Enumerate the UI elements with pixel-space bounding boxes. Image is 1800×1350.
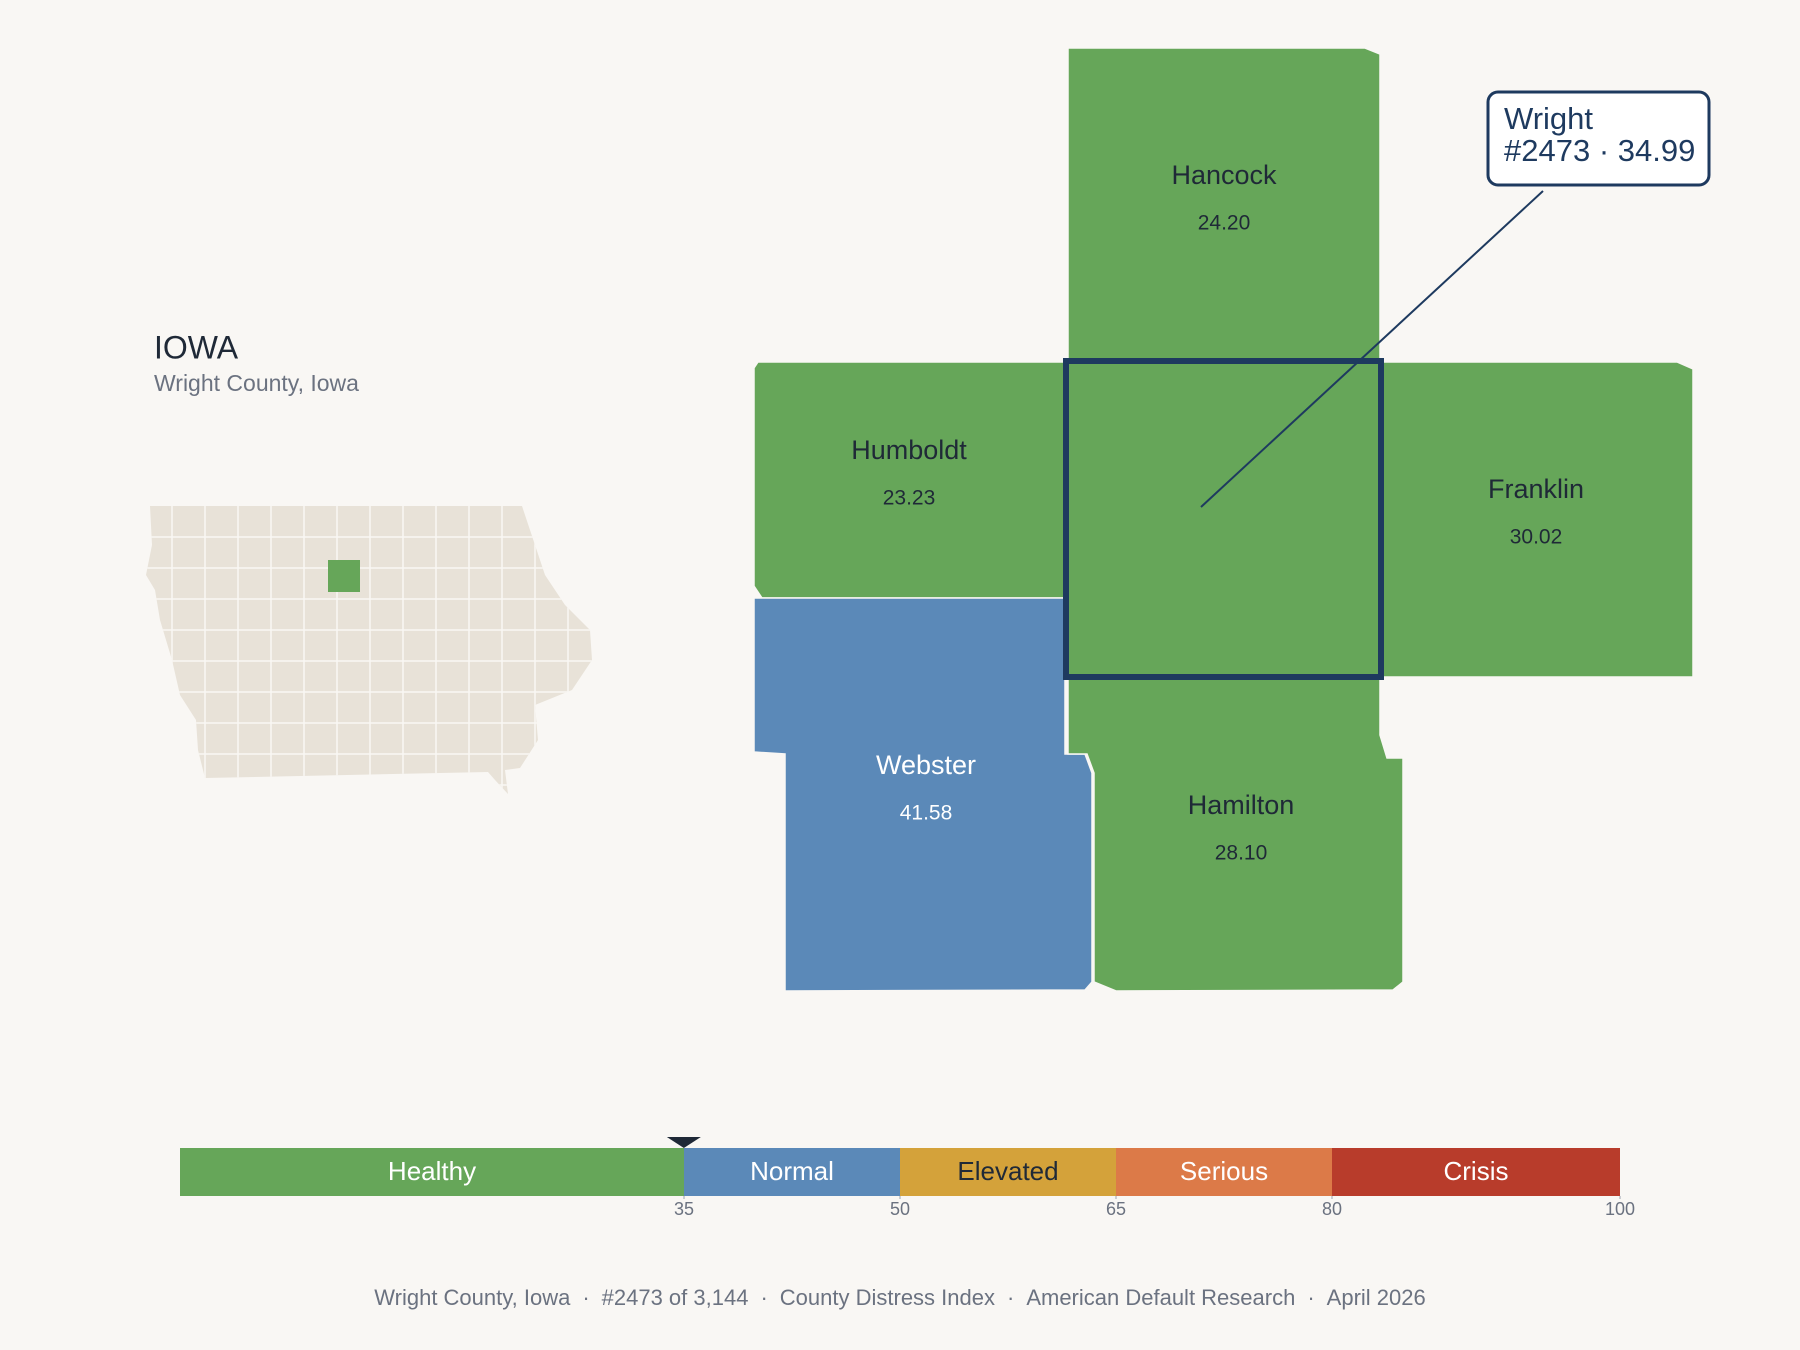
scale-label: Elevated bbox=[957, 1156, 1058, 1186]
footer-separator: · bbox=[1006, 1285, 1015, 1310]
callout-box bbox=[1486, 90, 1711, 187]
scale-segment bbox=[684, 1148, 900, 1196]
tick-label: 80 bbox=[1322, 1199, 1342, 1219]
county bbox=[1380, 361, 1694, 678]
county-value: 41.58 bbox=[900, 802, 953, 825]
county bbox=[753, 361, 1066, 599]
footer-item: Wright County, Iowa bbox=[374, 1285, 571, 1310]
county-name: Humboldt bbox=[851, 435, 967, 465]
scale-segment bbox=[180, 1148, 684, 1196]
scale-segment bbox=[900, 1148, 1116, 1196]
callout-name: Wright bbox=[1504, 101, 1593, 136]
distress-scale: Healthy Normal Elevated Serious Crisis 35 50 65… bbox=[180, 1137, 1635, 1219]
county bbox=[1067, 47, 1381, 363]
footer-separator: · bbox=[582, 1285, 590, 1310]
footer: Wright County, Iowa · #2473 of 3,144 · Count… bbox=[0, 1285, 1800, 1311]
county-name: Franklin bbox=[1488, 474, 1584, 504]
footer-separator: · bbox=[760, 1285, 768, 1310]
footer-item: #2473 of 3,144 bbox=[601, 1285, 749, 1310]
tick-label: 65 bbox=[1106, 1199, 1126, 1219]
value-marker bbox=[666, 1137, 701, 1148]
map-canvas: IOWA Wright County, Iowa Hancock 24.20 Hum… bbox=[146, 47, 1711, 1219]
subtitle: Wright County, Iowa bbox=[154, 370, 359, 396]
scale-label: Crisis bbox=[1444, 1156, 1509, 1186]
county-value: 23.23 bbox=[883, 487, 936, 510]
footer-item: American Default Research bbox=[1026, 1285, 1296, 1310]
tick-label: 50 bbox=[890, 1199, 910, 1219]
tick-label: 35 bbox=[674, 1199, 694, 1219]
tick-label: 100 bbox=[1605, 1199, 1635, 1219]
callout-detail: #2473 · 34.99 bbox=[1504, 133, 1695, 168]
county-name: Hancock bbox=[1171, 160, 1277, 190]
footer-separator: · bbox=[1307, 1285, 1315, 1310]
scale-label: Serious bbox=[1180, 1156, 1268, 1186]
scale-segment bbox=[1332, 1148, 1620, 1196]
footer-item: County Distress Index bbox=[779, 1285, 995, 1310]
county-value: 28.10 bbox=[1215, 842, 1268, 865]
selected-county bbox=[1063, 358, 1384, 680]
state-inset-map bbox=[146, 506, 592, 794]
county bbox=[753, 597, 1093, 992]
county-value: 24.20 bbox=[1198, 212, 1251, 235]
counties: Hancock 24.20 Humboldt 23.23 Franklin 30.02 We… bbox=[753, 47, 1711, 992]
county-value: 30.02 bbox=[1510, 526, 1563, 549]
county-name: Webster bbox=[876, 750, 976, 780]
scale-segment bbox=[1116, 1148, 1332, 1196]
scale-label: Normal bbox=[750, 1156, 834, 1186]
callout-leader bbox=[1200, 190, 1544, 508]
county bbox=[1067, 676, 1404, 992]
county-name: Hamilton bbox=[1188, 790, 1295, 820]
scale-label: Healthy bbox=[388, 1156, 476, 1186]
state-title: IOWA bbox=[154, 329, 239, 365]
selected-county-marker bbox=[328, 560, 360, 592]
state-outline bbox=[146, 506, 592, 794]
footer-item: April 2026 bbox=[1326, 1285, 1426, 1310]
